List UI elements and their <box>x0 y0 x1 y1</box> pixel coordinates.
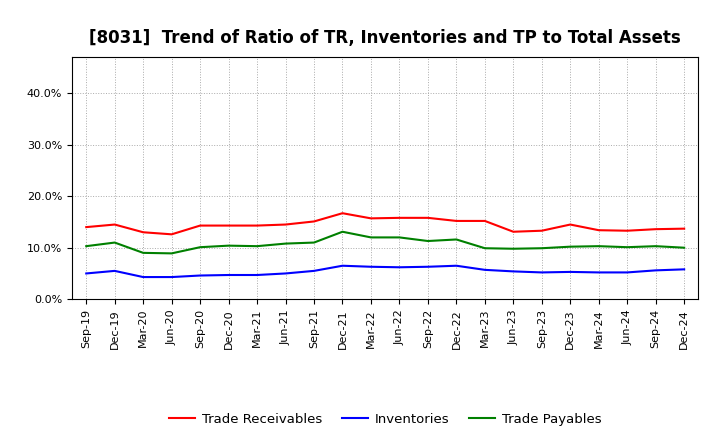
Trade Payables <box>509 246 518 251</box>
Line: Trade Receivables: Trade Receivables <box>86 213 684 235</box>
Trade Payables <box>395 235 404 240</box>
Trade Payables <box>652 243 660 249</box>
Inventories <box>452 263 461 268</box>
Title: [8031]  Trend of Ratio of TR, Inventories and TP to Total Assets: [8031] Trend of Ratio of TR, Inventories… <box>89 29 681 48</box>
Inventories <box>623 270 631 275</box>
Trade Receivables <box>537 228 546 233</box>
Trade Receivables <box>338 211 347 216</box>
Trade Receivables <box>253 223 261 228</box>
Inventories <box>225 272 233 278</box>
Inventories <box>595 270 603 275</box>
Trade Receivables <box>509 229 518 235</box>
Trade Payables <box>480 246 489 251</box>
Inventories <box>423 264 432 269</box>
Trade Receivables <box>82 224 91 230</box>
Trade Receivables <box>196 223 204 228</box>
Trade Receivables <box>139 230 148 235</box>
Inventories <box>82 271 91 276</box>
Trade Payables <box>680 245 688 250</box>
Trade Receivables <box>395 215 404 220</box>
Trade Payables <box>623 245 631 250</box>
Trade Receivables <box>225 223 233 228</box>
Trade Payables <box>167 251 176 256</box>
Trade Payables <box>139 250 148 256</box>
Inventories <box>366 264 375 269</box>
Inventories <box>310 268 318 274</box>
Inventories <box>566 269 575 275</box>
Inventories <box>652 268 660 273</box>
Trade Payables <box>110 240 119 245</box>
Inventories <box>282 271 290 276</box>
Trade Receivables <box>452 218 461 224</box>
Inventories <box>680 267 688 272</box>
Legend: Trade Receivables, Inventories, Trade Payables: Trade Receivables, Inventories, Trade Pa… <box>163 407 607 431</box>
Trade Receivables <box>366 216 375 221</box>
Trade Receivables <box>310 219 318 224</box>
Inventories <box>139 275 148 280</box>
Trade Payables <box>82 243 91 249</box>
Trade Payables <box>196 245 204 250</box>
Trade Receivables <box>167 232 176 237</box>
Trade Payables <box>366 235 375 240</box>
Trade Payables <box>282 241 290 246</box>
Trade Payables <box>225 243 233 248</box>
Inventories <box>537 270 546 275</box>
Inventories <box>110 268 119 274</box>
Trade Payables <box>338 229 347 235</box>
Trade Receivables <box>423 215 432 220</box>
Trade Payables <box>452 237 461 242</box>
Trade Payables <box>253 243 261 249</box>
Trade Payables <box>537 246 546 251</box>
Trade Payables <box>423 238 432 244</box>
Line: Inventories: Inventories <box>86 266 684 277</box>
Inventories <box>480 267 489 272</box>
Trade Payables <box>566 244 575 249</box>
Trade Receivables <box>110 222 119 227</box>
Trade Receivables <box>652 227 660 232</box>
Line: Trade Payables: Trade Payables <box>86 232 684 253</box>
Trade Payables <box>310 240 318 245</box>
Inventories <box>253 272 261 278</box>
Inventories <box>338 263 347 268</box>
Trade Payables <box>595 243 603 249</box>
Inventories <box>196 273 204 278</box>
Trade Receivables <box>282 222 290 227</box>
Inventories <box>395 264 404 270</box>
Trade Receivables <box>595 227 603 233</box>
Inventories <box>509 269 518 274</box>
Trade Receivables <box>566 222 575 227</box>
Trade Receivables <box>623 228 631 233</box>
Trade Receivables <box>680 226 688 231</box>
Inventories <box>167 275 176 280</box>
Trade Receivables <box>480 218 489 224</box>
